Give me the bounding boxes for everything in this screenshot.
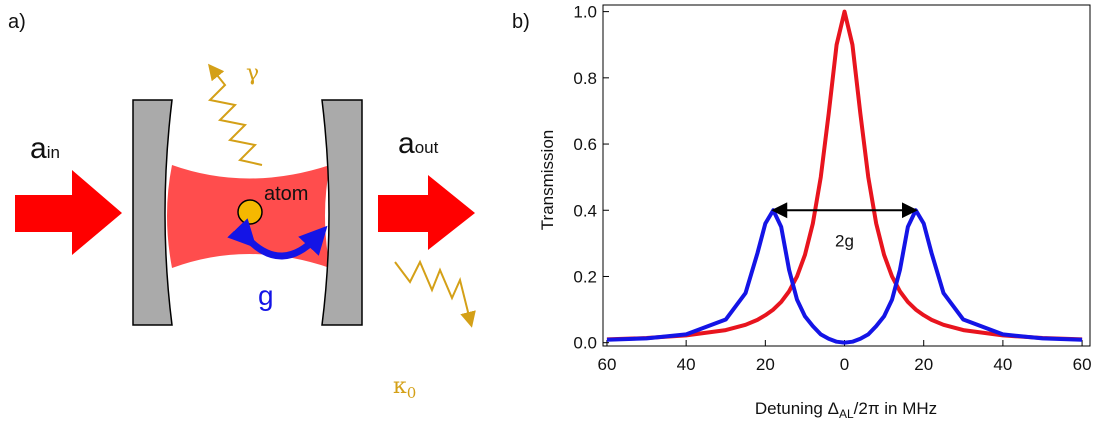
output-arrow bbox=[378, 175, 475, 250]
coupling-label: g bbox=[258, 280, 274, 311]
input-arrow bbox=[15, 170, 122, 255]
x-tick-label: 60 bbox=[597, 355, 616, 374]
x-tick-label: 40 bbox=[993, 355, 1012, 374]
x-tick-label: 60 bbox=[1073, 355, 1092, 374]
label-part: /2π in MHz bbox=[854, 399, 938, 418]
label-sub: AL bbox=[839, 407, 854, 421]
x-tick-label: 0 bbox=[840, 355, 849, 374]
y-tick-label: 0.6 bbox=[573, 135, 597, 154]
label-base: κ bbox=[393, 374, 407, 399]
label-sub: out bbox=[415, 138, 439, 157]
annotation: 2g bbox=[835, 231, 854, 250]
x-tick-label: 20 bbox=[914, 355, 933, 374]
decay-kappa bbox=[394, 259, 476, 328]
kappa-label: κ0 bbox=[393, 374, 416, 402]
atom-label: atom bbox=[264, 183, 308, 205]
y-axis-label: Transmission bbox=[538, 130, 557, 230]
plot-frame bbox=[602, 4, 1091, 347]
label-sub: 0 bbox=[407, 384, 417, 402]
input-label: ain bbox=[30, 132, 60, 165]
atom bbox=[237, 199, 263, 225]
label-part: Detuning Δ bbox=[755, 399, 839, 418]
series-line bbox=[606, 9, 1083, 342]
y-tick-label: 0.0 bbox=[573, 334, 597, 353]
x-tick-label: 20 bbox=[756, 355, 775, 374]
left-mirror bbox=[132, 99, 173, 326]
decay-gamma bbox=[207, 63, 263, 166]
panel-label: b) bbox=[512, 11, 530, 33]
series-line bbox=[606, 208, 1083, 345]
x-tick-label: 40 bbox=[677, 355, 696, 374]
y-tick-label: 0.4 bbox=[573, 201, 597, 220]
output-label: aout bbox=[398, 127, 439, 160]
y-tick-label: 0.2 bbox=[573, 267, 597, 286]
label-sub: in bbox=[47, 143, 60, 162]
panel-label: a) bbox=[8, 11, 26, 33]
cavity-diagram: a) ain aout atom g γ κ0 bbox=[8, 11, 476, 402]
right-mirror bbox=[321, 99, 363, 326]
y-tick-label: 1.0 bbox=[573, 3, 597, 22]
x-axis-label: Detuning ΔAL/2π in MHz bbox=[755, 399, 937, 421]
gamma-label: γ bbox=[246, 61, 259, 86]
label-base: a bbox=[30, 132, 47, 165]
coupling-arrow bbox=[227, 218, 328, 260]
y-tick-label: 0.8 bbox=[573, 69, 597, 88]
label-base: a bbox=[398, 127, 415, 160]
